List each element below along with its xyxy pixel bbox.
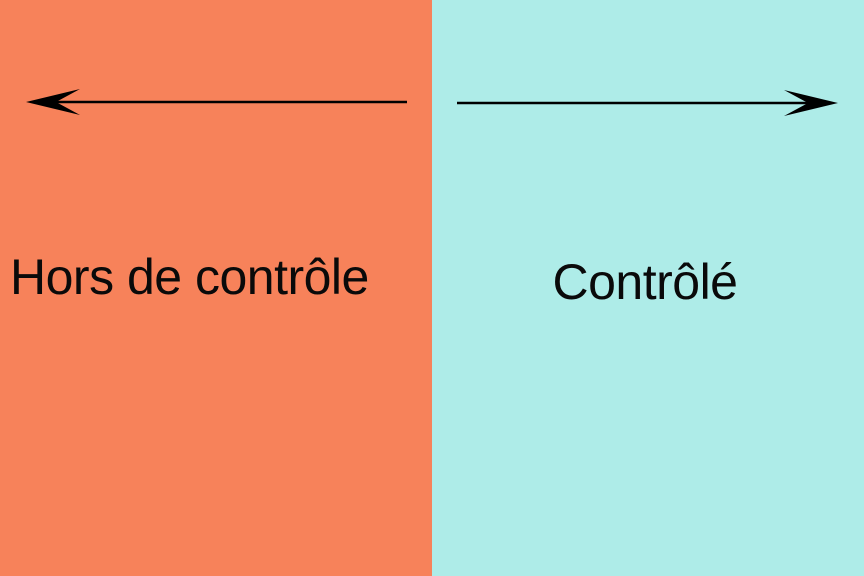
controlled-label: Contrôlé [552, 254, 739, 310]
out-of-control-panel: Hors de contrôle [0, 0, 432, 576]
out-of-control-label: Hors de contrôle [10, 249, 369, 305]
controlled-panel: Contrôlé [432, 0, 864, 576]
